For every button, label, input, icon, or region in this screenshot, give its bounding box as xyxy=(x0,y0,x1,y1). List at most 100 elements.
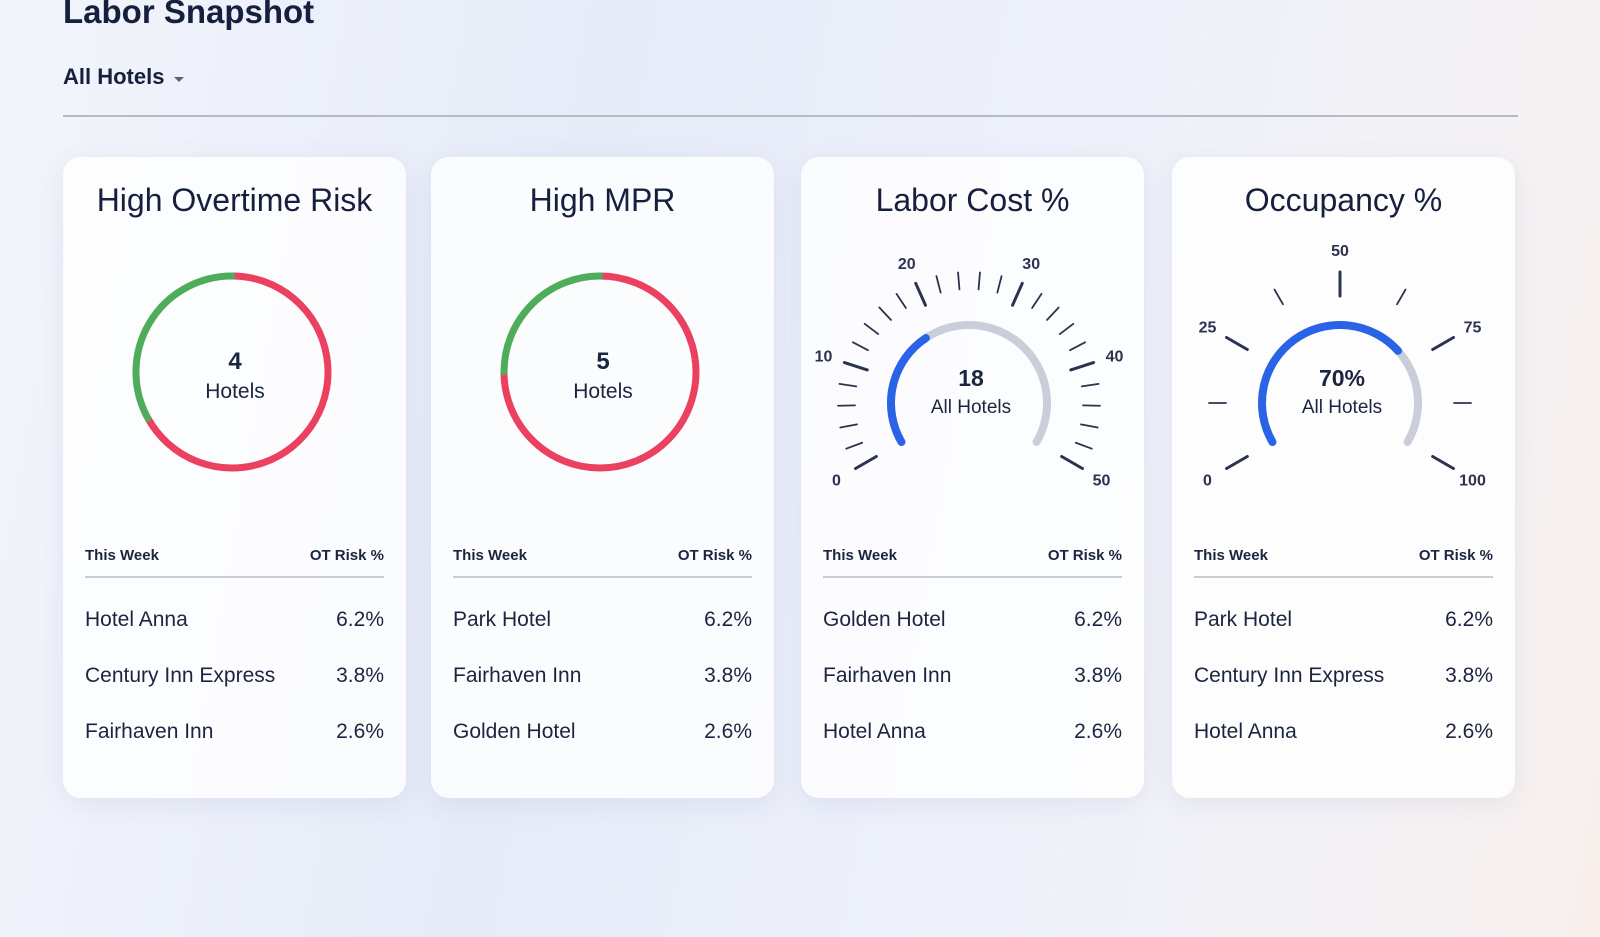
minor-tick xyxy=(1074,441,1093,450)
table-row[interactable]: Park Hotel 6.2% xyxy=(1194,592,1493,648)
major-tick xyxy=(1431,336,1455,351)
major-tick xyxy=(914,281,927,307)
tick-label: 75 xyxy=(1464,320,1482,337)
risk-value: 2.6% xyxy=(1074,720,1122,743)
minor-tick xyxy=(1080,382,1100,388)
hotel-filter-dropdown[interactable]: All Hotels xyxy=(63,64,185,90)
risk-value: 3.8% xyxy=(336,664,384,687)
tick-label: 25 xyxy=(1199,320,1217,337)
table-row[interactable]: Golden Hotel 2.6% xyxy=(453,704,752,760)
page-title: Labor Snapshot xyxy=(63,0,315,30)
minor-tick xyxy=(935,275,942,294)
gauge-value: 70% xyxy=(1319,365,1365,391)
gauge-value: 4 xyxy=(228,348,242,375)
tick-label: 50 xyxy=(1093,473,1111,490)
major-tick xyxy=(1431,455,1455,470)
card-title: High Overtime Risk xyxy=(96,182,373,218)
ring-risk-arc xyxy=(144,272,332,472)
risk-value: 3.8% xyxy=(1445,664,1493,687)
major-tick xyxy=(1060,455,1084,470)
hotel-name: Golden Hotel xyxy=(823,608,946,631)
minor-tick xyxy=(1058,322,1075,335)
hotel-name: Fairhaven Inn xyxy=(823,664,952,687)
card-high-overtime-risk[interactable]: High Overtime Risk 4 Hotels This Week OT… xyxy=(63,157,406,798)
major-tick xyxy=(1225,336,1249,351)
ring-gauge: 4 Hotels xyxy=(132,272,332,472)
table-header: This Week OT Risk % xyxy=(1194,547,1493,578)
card-labor-cost[interactable]: Labor Cost % 0 10 20 30 40 50 18 All Hotels T… xyxy=(801,157,1144,798)
minor-tick xyxy=(878,306,892,321)
minor-tick xyxy=(1396,288,1407,306)
hotel-name: Hotel Anna xyxy=(85,608,188,631)
card-title: High MPR xyxy=(529,182,676,218)
chevron-down-icon xyxy=(174,76,185,82)
column-header-risk: OT Risk % xyxy=(677,547,752,564)
table-row[interactable]: Hotel Anna 2.6% xyxy=(1194,704,1493,760)
gauge-fill xyxy=(887,334,930,446)
card-title: Occupancy % xyxy=(1244,182,1443,218)
minor-tick xyxy=(895,292,907,309)
gauge-caption: Hotels xyxy=(205,380,265,403)
hotel-name: Fairhaven Inn xyxy=(85,720,214,743)
risk-value: 3.8% xyxy=(704,664,752,687)
table-header: This Week OT Risk % xyxy=(453,547,752,578)
tick-label: 100 xyxy=(1459,473,1486,490)
hotel-list: Hotel Anna 6.2% Century Inn Express 3.8% F… xyxy=(85,592,384,760)
risk-value: 6.2% xyxy=(1074,608,1122,631)
column-header-risk: OT Risk % xyxy=(1047,547,1122,564)
card-title: Labor Cost % xyxy=(875,182,1070,218)
column-header-week: This Week xyxy=(85,547,159,564)
card-occupancy[interactable]: Occupancy % 0 25 50 75 100 70% All Hotels Th… xyxy=(1172,157,1515,798)
major-tick xyxy=(1225,455,1249,470)
hotel-name: Hotel Anna xyxy=(823,720,926,743)
header-divider xyxy=(63,115,1518,117)
hotel-name: Hotel Anna xyxy=(1194,720,1297,743)
risk-value: 2.6% xyxy=(336,720,384,743)
minor-tick xyxy=(1046,306,1060,321)
hotel-name: Fairhaven Inn xyxy=(453,664,582,687)
minor-tick xyxy=(1069,341,1086,352)
hotel-name: Park Hotel xyxy=(453,608,552,631)
card-high-mpr[interactable]: High MPR 5 Hotels This Week OT Risk % Pa… xyxy=(431,157,774,798)
minor-tick xyxy=(977,271,981,291)
table-row[interactable]: Golden Hotel 6.2% xyxy=(823,592,1122,648)
minor-tick xyxy=(839,423,858,429)
table-header: This Week OT Risk % xyxy=(823,547,1122,578)
minor-tick xyxy=(1080,423,1099,429)
risk-value: 6.2% xyxy=(336,608,384,631)
hotel-filter-label: All Hotels xyxy=(63,64,165,89)
column-header-risk: OT Risk % xyxy=(309,547,384,564)
risk-value: 6.2% xyxy=(704,608,752,631)
hotel-list: Park Hotel 6.2% Fairhaven Inn 3.8% Golden … xyxy=(453,592,752,760)
column-header-week: This Week xyxy=(453,547,527,564)
hotel-list: Golden Hotel 6.2% Fairhaven Inn 3.8% Hotel… xyxy=(823,592,1122,760)
ring-ok-arc xyxy=(500,272,604,376)
table-row[interactable]: Hotel Anna 2.6% xyxy=(823,704,1122,760)
minor-tick xyxy=(957,271,961,291)
table-row[interactable]: Hotel Anna 6.2% xyxy=(85,592,384,648)
gauge-caption: All Hotels xyxy=(1302,397,1382,418)
table-row[interactable]: Century Inn Express 3.8% xyxy=(85,648,384,704)
table-row[interactable]: Fairhaven Inn 2.6% xyxy=(85,704,384,760)
table-row[interactable]: Park Hotel 6.2% xyxy=(453,592,752,648)
gauge-value: 18 xyxy=(958,365,984,391)
tick-label: 20 xyxy=(898,256,916,273)
minor-tick xyxy=(1273,288,1284,306)
table-row[interactable]: Fairhaven Inn 3.8% xyxy=(823,648,1122,704)
table-row[interactable]: Fairhaven Inn 3.8% xyxy=(453,648,752,704)
gauge-fill xyxy=(1258,321,1402,446)
hotel-name: Park Hotel xyxy=(1194,608,1293,631)
table-row[interactable]: Century Inn Express 3.8% xyxy=(1194,648,1493,704)
hotel-name: Century Inn Express xyxy=(85,664,276,687)
gauge-caption: Hotels xyxy=(573,380,633,403)
gauge-value: 5 xyxy=(596,348,609,375)
column-header-week: This Week xyxy=(823,547,897,564)
table-header: This Week OT Risk % xyxy=(85,547,384,578)
risk-value: 3.8% xyxy=(1074,664,1122,687)
hotel-name: Century Inn Express xyxy=(1194,664,1385,687)
tick-label: 30 xyxy=(1022,256,1040,273)
minor-tick xyxy=(852,341,869,352)
minor-tick xyxy=(1031,292,1043,309)
risk-value: 2.6% xyxy=(1445,720,1493,743)
hotel-name: Golden Hotel xyxy=(453,720,576,743)
